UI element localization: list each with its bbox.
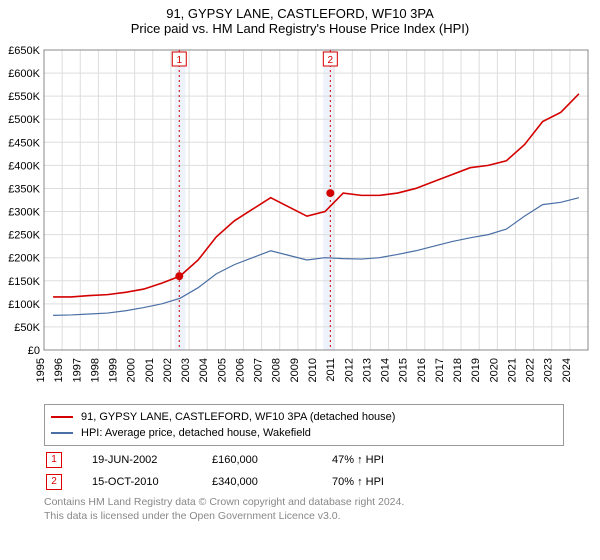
svg-text:1998: 1998: [89, 358, 101, 382]
svg-text:2011: 2011: [325, 358, 337, 382]
svg-text:2018: 2018: [452, 358, 464, 382]
svg-text:£450K: £450K: [8, 137, 40, 149]
footnote: Contains HM Land Registry data © Crown c…: [44, 496, 564, 523]
svg-text:2021: 2021: [506, 358, 518, 382]
svg-text:2010: 2010: [307, 358, 319, 382]
footnote-l1: Contains HM Land Registry data © Crown c…: [44, 496, 564, 510]
marker-delta-1: 70% ↑ HPI: [332, 476, 422, 488]
svg-text:£0: £0: [28, 345, 40, 357]
svg-text:2017: 2017: [434, 358, 446, 382]
svg-text:2014: 2014: [380, 358, 392, 382]
svg-text:2003: 2003: [180, 358, 192, 382]
svg-text:£400K: £400K: [8, 160, 40, 172]
svg-text:1995: 1995: [35, 358, 47, 382]
svg-text:2006: 2006: [234, 358, 246, 382]
legend-label-0: 91, GYPSY LANE, CASTLEFORD, WF10 3PA (de…: [81, 411, 395, 423]
marker-date-0: 19-JUN-2002: [92, 454, 182, 466]
svg-text:2015: 2015: [398, 358, 410, 382]
footnote-l2: This data is licensed under the Open Gov…: [44, 510, 564, 524]
svg-text:1997: 1997: [71, 358, 83, 382]
svg-text:£100K: £100K: [8, 299, 40, 311]
svg-text:1999: 1999: [108, 358, 120, 382]
marker-row-1: 2 15-OCT-2010 £340,000 70% ↑ HPI: [46, 474, 562, 490]
page-root: 91, GYPSY LANE, CASTLEFORD, WF10 3PA Pri…: [0, 0, 600, 560]
legend-swatch-1: [51, 432, 73, 434]
legend-row-0: 91, GYPSY LANE, CASTLEFORD, WF10 3PA (de…: [51, 409, 557, 425]
svg-text:2005: 2005: [216, 358, 228, 382]
marker-delta-0: 47% ↑ HPI: [332, 454, 422, 466]
svg-text:2002: 2002: [162, 358, 174, 382]
marker-flag-1: 2: [46, 474, 62, 490]
svg-text:2024: 2024: [561, 358, 573, 382]
chart-svg: £0 £50K £100K £150K £200K £250K £300K £350K £400…: [0, 44, 600, 400]
svg-text:2: 2: [328, 55, 334, 66]
svg-text:2012: 2012: [343, 358, 355, 382]
marker-price-0: £160,000: [212, 454, 302, 466]
marker-date-1: 15-OCT-2010: [92, 476, 182, 488]
svg-text:£150K: £150K: [8, 276, 40, 288]
marker-row-0: 1 19-JUN-2002 £160,000 47% ↑ HPI: [46, 452, 562, 468]
svg-text:£500K: £500K: [8, 114, 40, 126]
svg-text:2000: 2000: [126, 358, 138, 382]
legend-box: 91, GYPSY LANE, CASTLEFORD, WF10 3PA (de…: [44, 404, 564, 446]
svg-text:1996: 1996: [53, 358, 65, 382]
svg-text:2008: 2008: [271, 358, 283, 382]
svg-text:2019: 2019: [470, 358, 482, 382]
svg-text:2016: 2016: [416, 358, 428, 382]
svg-text:2013: 2013: [361, 358, 373, 382]
legend-label-1: HPI: Average price, detached house, Wake…: [81, 427, 311, 439]
svg-text:1: 1: [176, 55, 182, 66]
svg-text:2004: 2004: [198, 358, 210, 382]
svg-text:£50K: £50K: [14, 322, 40, 334]
svg-text:£200K: £200K: [8, 253, 40, 265]
svg-text:2022: 2022: [525, 358, 537, 382]
svg-text:£350K: £350K: [8, 183, 40, 195]
svg-text:2009: 2009: [289, 358, 301, 382]
svg-text:£550K: £550K: [8, 91, 40, 103]
legend-swatch-0: [51, 416, 73, 418]
legend: 91, GYPSY LANE, CASTLEFORD, WF10 3PA (de…: [44, 404, 564, 523]
marker-flag-0: 1: [46, 452, 62, 468]
legend-row-1: HPI: Average price, detached house, Wake…: [51, 425, 557, 441]
chart: £0 £50K £100K £150K £200K £250K £300K £350K £400…: [0, 44, 600, 400]
svg-text:2001: 2001: [144, 358, 156, 382]
svg-text:£250K: £250K: [8, 230, 40, 242]
title-sub: Price paid vs. HM Land Registry's House …: [0, 21, 600, 36]
svg-text:2020: 2020: [488, 358, 500, 382]
svg-text:£650K: £650K: [8, 45, 40, 57]
title-block: 91, GYPSY LANE, CASTLEFORD, WF10 3PA Pri…: [0, 0, 600, 36]
svg-text:2023: 2023: [543, 358, 555, 382]
svg-text:£600K: £600K: [8, 68, 40, 80]
svg-text:£300K: £300K: [8, 207, 40, 219]
title-main: 91, GYPSY LANE, CASTLEFORD, WF10 3PA: [0, 6, 600, 21]
marker-price-1: £340,000: [212, 476, 302, 488]
svg-text:2007: 2007: [253, 358, 265, 382]
